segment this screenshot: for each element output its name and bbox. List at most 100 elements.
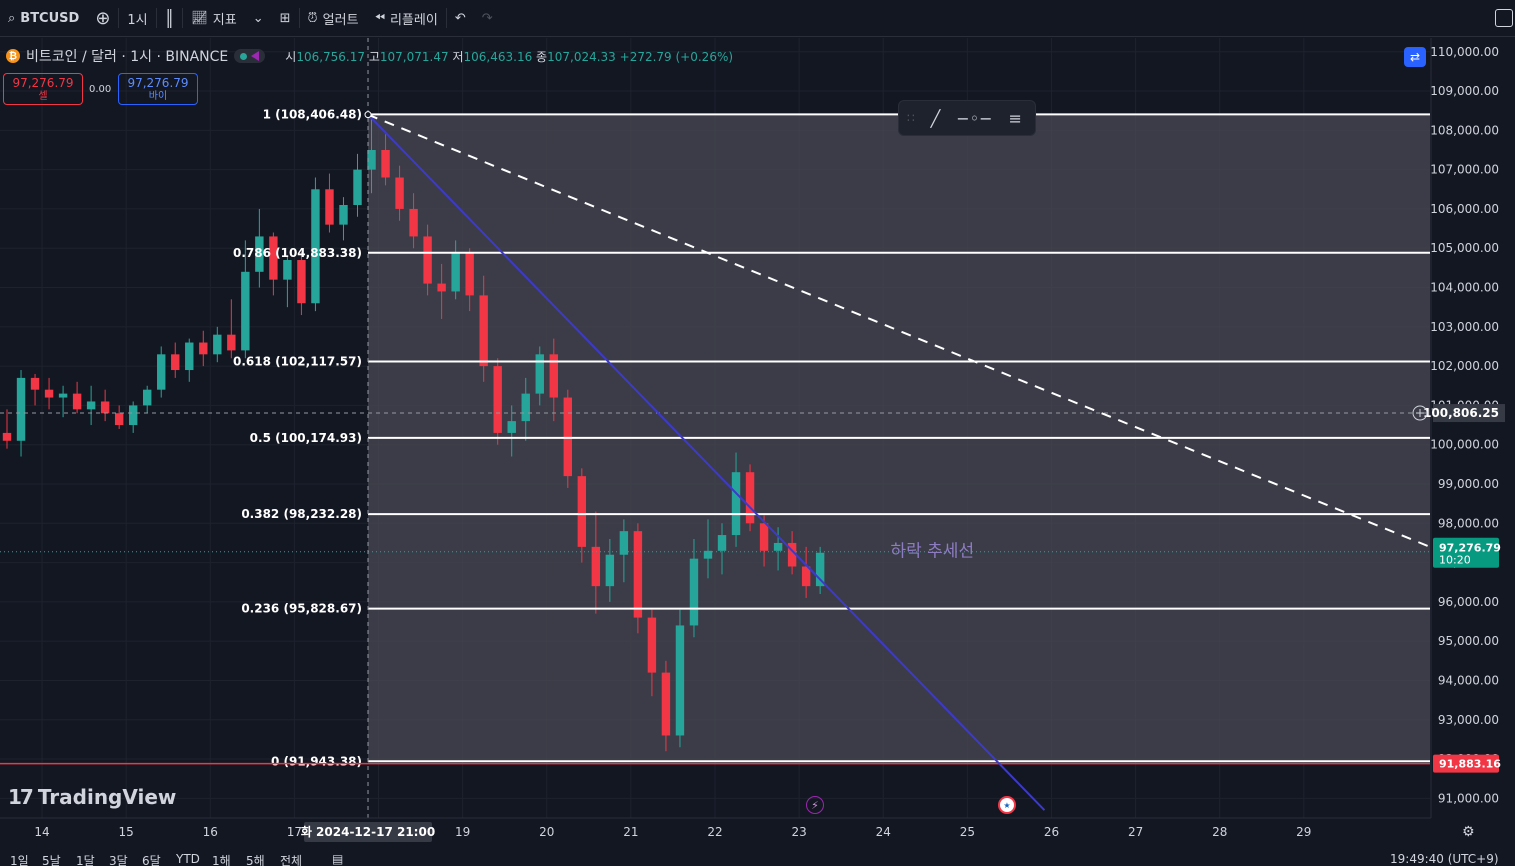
undo-button[interactable]: ↶ xyxy=(447,0,474,36)
event-lightning-icon[interactable]: ⚡︎ xyxy=(806,796,824,814)
candle-body xyxy=(297,260,306,304)
range-1d[interactable]: 1일 xyxy=(10,854,29,866)
time-tick-label: 29 xyxy=(1296,825,1311,839)
candle-body xyxy=(465,252,474,296)
candle-body xyxy=(745,472,755,524)
interval-button[interactable]: 1시 xyxy=(119,0,155,36)
change-value: +272.79 (+0.26%) xyxy=(619,49,734,64)
divider xyxy=(182,8,184,28)
sell-price: 97,276.79 xyxy=(12,76,74,90)
chart-type-button[interactable]: ║ xyxy=(157,0,183,36)
candle-body xyxy=(185,342,194,371)
sync-scale-button[interactable]: ⇄ xyxy=(1404,47,1426,67)
interval-label: 1시 xyxy=(127,12,148,28)
line-style-icon[interactable]: −◦− xyxy=(956,108,993,128)
price-tick-label: 99,000.00 xyxy=(1438,477,1499,491)
high-value: 107,071.47 xyxy=(379,49,449,64)
candle-body xyxy=(395,177,404,209)
candle-body xyxy=(703,550,713,559)
price-tick-label: 91,000.00 xyxy=(1438,791,1499,805)
candle-body xyxy=(241,271,250,351)
top-toolbar: ⌕ BTCUSD ⊕ 1시 ║ 📈︎ 지표 ⌄ ⊞ ⏰︎ 얼러트 ⏪︎ 리플레이… xyxy=(0,0,1515,37)
time-tick-label: 17 xyxy=(287,825,302,839)
flag-icon xyxy=(251,51,260,61)
time-tick-label: 26 xyxy=(1044,825,1059,839)
candle-body xyxy=(353,169,362,206)
range-1m[interactable]: 1달 xyxy=(76,854,95,866)
candle-body xyxy=(157,354,166,390)
candle-body xyxy=(171,354,180,371)
settings-lines-icon[interactable]: ≡ xyxy=(1008,108,1022,128)
legend-title: 비트코인 / 달러 · 1시 · BINANCE xyxy=(26,49,229,65)
price-tick-label: 106,000.00 xyxy=(1430,202,1499,216)
trendline-downtrend-dashed xyxy=(367,113,1431,548)
trendline-downtrend-solid xyxy=(367,113,1046,811)
time-tick-label: 14 xyxy=(34,825,49,839)
low-price-label: 91,883.16 xyxy=(1439,758,1501,771)
candle-body xyxy=(213,334,222,355)
fib-level-label: 0.382 (98,232.28) xyxy=(241,507,362,521)
time-tick-label: 20 xyxy=(539,825,554,839)
gear-icon[interactable]: ⚙︎ xyxy=(1462,824,1475,840)
buy-label: 바이 xyxy=(148,91,168,102)
candle-body xyxy=(44,389,54,398)
sync-icon: ⇄ xyxy=(1409,50,1421,64)
range-5y[interactable]: 5해 xyxy=(246,854,265,866)
fib-level-label: 0 (91,943.38) xyxy=(271,754,362,768)
candle-body xyxy=(30,377,40,390)
search-icon: ⌕ xyxy=(8,10,16,26)
sell-button[interactable]: 97,276.79 셀 xyxy=(3,73,83,105)
symbol-label: BTCUSD xyxy=(20,10,80,26)
line-tool-icon[interactable]: ╱ xyxy=(930,108,941,128)
layout-button[interactable]: ⊞ xyxy=(272,0,299,36)
symbol-search[interactable]: ⌕ BTCUSD xyxy=(0,0,87,36)
range-6m[interactable]: 6달 xyxy=(142,854,161,866)
range-all[interactable]: 전체 xyxy=(280,854,303,866)
candle-body xyxy=(605,554,615,587)
candle-body xyxy=(717,535,727,551)
indicators-dropdown[interactable]: ⌄ xyxy=(245,0,272,36)
event-us-flag-icon[interactable]: ★ xyxy=(998,796,1016,814)
price-tick-label: 95,000.00 xyxy=(1438,634,1499,648)
candle-body xyxy=(773,542,783,551)
close-value: 107,024.33 xyxy=(547,49,616,64)
calendar-icon[interactable]: ▤ xyxy=(332,852,344,866)
drag-handle-icon[interactable]: ∷ xyxy=(907,111,915,125)
range-ytd[interactable]: YTD xyxy=(176,852,200,866)
high-label: 고 xyxy=(368,49,380,64)
replay-button[interactable]: ⏪︎ 리플레이 xyxy=(367,0,446,36)
alarm-clock-icon: ⏰︎ xyxy=(307,10,318,26)
range-5d[interactable]: 5날 xyxy=(42,854,61,866)
clock-label: 19:49:40 (UTC+9) xyxy=(1390,852,1499,866)
buy-button[interactable]: 97,276.79 바이 xyxy=(118,73,198,105)
range-1y[interactable]: 1해 xyxy=(212,854,231,866)
range-3m[interactable]: 3달 xyxy=(109,854,128,866)
fullscreen-icon[interactable] xyxy=(1495,9,1513,27)
status-pill[interactable] xyxy=(234,49,266,63)
redo-button[interactable]: ↷ xyxy=(474,0,501,36)
divider xyxy=(298,8,300,28)
price-tick-label: 109,000.00 xyxy=(1430,84,1499,98)
candle-body xyxy=(409,208,418,237)
candle-body xyxy=(58,393,68,398)
fib-level-label: 0.236 (95,828.67) xyxy=(241,602,362,616)
price-tick-label: 105,000.00 xyxy=(1430,241,1499,255)
indicators-button[interactable]: 📈︎ 지표 xyxy=(183,0,244,36)
alerts-button[interactable]: ⏰︎ 얼러트 xyxy=(300,0,367,36)
candle-body xyxy=(451,252,460,292)
low-label: 저 xyxy=(452,49,464,64)
divider xyxy=(118,8,120,28)
price-tick-label: 110,000.00 xyxy=(1430,45,1499,59)
candle-body xyxy=(647,617,657,673)
price-tick-label: 98,000.00 xyxy=(1438,516,1499,530)
time-tick-label: 21 xyxy=(623,825,638,839)
candle-body xyxy=(801,566,811,587)
candle-body xyxy=(227,334,236,351)
compare-button[interactable]: ⊕ xyxy=(87,0,118,36)
time-tick-label: 23 xyxy=(791,825,806,839)
price-tick-label: 108,000.00 xyxy=(1430,123,1499,137)
candle-body xyxy=(72,393,82,410)
drawing-floating-toolbar[interactable]: ∷ ╱ −◦− ≡ xyxy=(898,100,1036,136)
time-tick-label: 25 xyxy=(960,825,975,839)
